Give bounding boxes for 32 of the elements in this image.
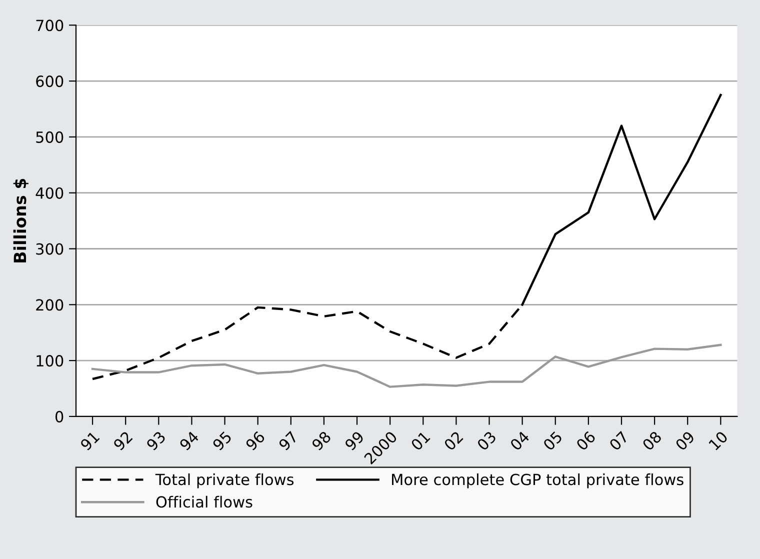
x-tick-label: 03 [476,430,497,452]
y-tick-label: 200 [36,299,64,311]
x-tick-label: 09 [674,430,696,452]
x-tick-label: 05 [542,430,563,452]
x-tick-label: 99 [344,430,365,452]
y-tick-label: 400 [36,187,64,199]
x-tick-label: 10 [708,430,728,451]
x-tick-label: 06 [576,430,596,452]
legend-label: Official flows [156,496,252,508]
x-tick-label: 94 [178,430,200,452]
x-tick-label: 04 [509,430,530,452]
x-tick-label: 96 [244,430,266,452]
legend-label: More complete CGP total private flows [392,473,684,488]
x-tick-label: 91 [80,430,100,452]
x-tick-label: 01 [410,430,430,452]
y-tick-label: 600 [36,76,64,88]
x-tick-label: 02 [443,430,464,452]
x-tick-label: 98 [311,430,332,452]
x-tick-label: 07 [608,430,629,452]
y-tick-label: 700 [36,20,64,32]
y-axis-title: Billions $ [13,178,28,262]
y-tick-label: 300 [36,243,64,255]
y-tick-label: 0 [55,410,64,422]
legend-label: Total private flows [155,473,294,488]
x-tick-label: 93 [146,430,166,452]
y-tick-label: 100 [36,355,64,367]
x-tick-label: 97 [278,430,298,452]
x-tick-label: 95 [212,430,232,452]
x-tick-label: 08 [642,430,662,452]
line-series [91,344,722,388]
x-tick-label: 92 [112,430,133,452]
y-tick-label: 500 [36,131,64,143]
